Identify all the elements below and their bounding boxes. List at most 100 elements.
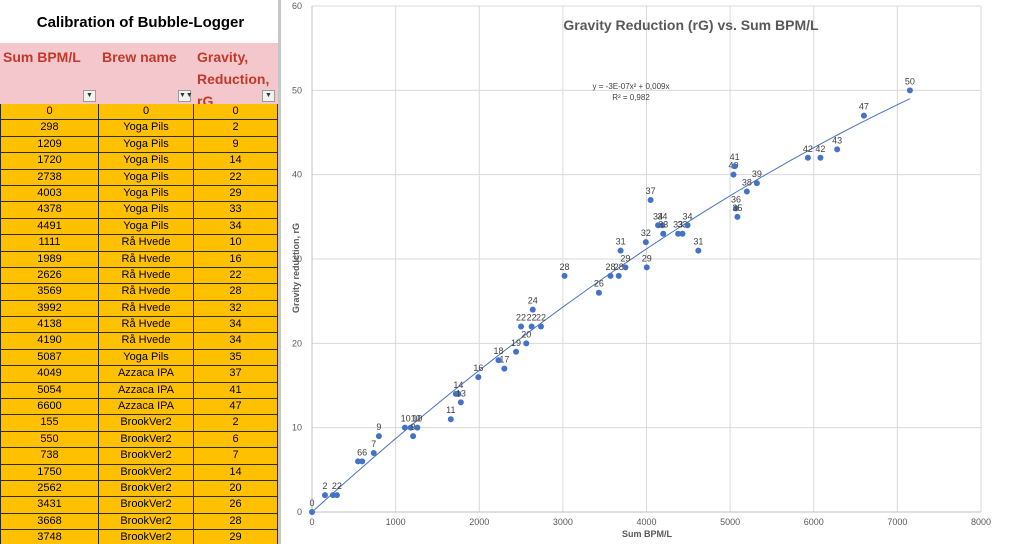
cell-brew-name[interactable]: 0 <box>99 104 194 121</box>
cell-sum-bpm[interactable]: 3668 <box>0 513 99 531</box>
cell-gravity-reduction[interactable]: 26 <box>194 497 278 514</box>
cell-gravity-reduction[interactable]: 22 <box>194 169 278 186</box>
data-point[interactable] <box>475 374 482 381</box>
data-point[interactable] <box>617 247 624 254</box>
data-point[interactable] <box>734 213 741 220</box>
data-point[interactable] <box>529 306 536 313</box>
cell-sum-bpm[interactable]: 155 <box>0 415 99 432</box>
data-point[interactable] <box>501 365 508 372</box>
data-point[interactable] <box>834 146 841 153</box>
cell-brew-name[interactable]: BrookVer2 <box>99 431 194 449</box>
cell-sum-bpm[interactable]: 0 <box>0 104 99 121</box>
cell-sum-bpm[interactable]: 2626 <box>0 267 99 285</box>
data-point[interactable] <box>731 163 738 170</box>
cell-brew-name[interactable]: Yoga Pils <box>99 185 194 203</box>
cell-sum-bpm[interactable]: 2738 <box>0 169 99 186</box>
cell-sum-bpm[interactable]: 6600 <box>0 399 99 416</box>
cell-brew-name[interactable]: Azzaca IPA <box>99 366 194 383</box>
data-point[interactable] <box>615 272 622 279</box>
cell-brew-name[interactable]: Yoga Pils <box>99 218 194 236</box>
cell-sum-bpm[interactable]: 1111 <box>0 235 99 252</box>
cell-brew-name[interactable]: Yoga Pils <box>99 136 194 154</box>
data-point[interactable] <box>523 340 530 347</box>
cell-gravity-reduction[interactable]: 7 <box>194 448 278 465</box>
data-point[interactable] <box>660 230 667 237</box>
cell-gravity-reduction[interactable]: 37 <box>194 366 278 383</box>
cell-gravity-reduction[interactable]: 0 <box>194 104 278 121</box>
data-point[interactable] <box>675 230 682 237</box>
data-point[interactable] <box>321 492 328 499</box>
cell-gravity-reduction[interactable]: 28 <box>194 284 278 301</box>
column-header-gravity-reduction[interactable]: Gravity, Reduction, rG ▼ <box>194 43 278 109</box>
cell-gravity-reduction[interactable]: 34 <box>194 218 278 236</box>
cell-gravity-reduction[interactable]: 29 <box>194 530 278 544</box>
cell-brew-name[interactable]: BrookVer2 <box>99 464 194 481</box>
cell-brew-name[interactable]: BrookVer2 <box>99 530 194 544</box>
data-point[interactable] <box>732 205 739 212</box>
filter-dropdown-icon[interactable]: ▼▼ <box>178 90 193 102</box>
data-point[interactable] <box>375 433 382 440</box>
data-point[interactable] <box>684 222 691 229</box>
data-point[interactable] <box>354 458 361 465</box>
data-point[interactable] <box>457 399 464 406</box>
cell-sum-bpm[interactable]: 3992 <box>0 300 99 318</box>
cell-gravity-reduction[interactable]: 28 <box>194 513 278 531</box>
cell-gravity-reduction[interactable]: 9 <box>194 136 278 154</box>
data-point[interactable] <box>655 222 662 229</box>
scatter-chart[interactable]: 0 1000 2000 3000 4000 5000 6000 7000 80000102030… <box>281 0 1024 544</box>
sheet-divider[interactable] <box>278 0 281 544</box>
cell-sum-bpm[interactable]: 1989 <box>0 251 99 268</box>
cell-brew-name[interactable]: Rå Hvede <box>99 284 194 301</box>
cell-brew-name[interactable]: Rå Hvede <box>99 251 194 268</box>
cell-sum-bpm[interactable]: 5087 <box>0 349 99 367</box>
cell-gravity-reduction[interactable]: 34 <box>194 333 278 350</box>
cell-brew-name[interactable]: BrookVer2 <box>99 513 194 531</box>
dropdown-arrow-icon[interactable]: ▼ <box>83 90 96 102</box>
cell-brew-name[interactable]: Yoga Pils <box>99 120 194 137</box>
data-point[interactable] <box>622 264 629 271</box>
data-point[interactable] <box>359 458 366 465</box>
cell-gravity-reduction[interactable]: 33 <box>194 202 278 219</box>
cell-gravity-reduction[interactable]: 41 <box>194 382 278 400</box>
data-point[interactable] <box>647 196 654 203</box>
data-point[interactable] <box>537 323 544 330</box>
cell-gravity-reduction[interactable]: 14 <box>194 153 278 170</box>
cell-brew-name[interactable]: Rå Hvede <box>99 317 194 334</box>
data-point[interactable] <box>528 323 535 330</box>
cell-brew-name[interactable]: Yoga Pils <box>99 349 194 367</box>
data-point[interactable] <box>370 449 377 456</box>
data-point[interactable] <box>518 323 525 330</box>
cell-brew-name[interactable]: Yoga Pils <box>99 169 194 186</box>
cell-gravity-reduction[interactable]: 14 <box>194 464 278 481</box>
data-point[interactable] <box>743 188 750 195</box>
data-point[interactable] <box>401 424 408 431</box>
data-point[interactable] <box>447 416 454 423</box>
data-point[interactable] <box>410 433 417 440</box>
data-point[interactable] <box>804 154 811 161</box>
cell-sum-bpm[interactable]: 1720 <box>0 153 99 170</box>
cell-sum-bpm[interactable]: 4378 <box>0 202 99 219</box>
cell-brew-name[interactable]: Azzaca IPA <box>99 399 194 416</box>
cell-brew-name[interactable]: BrookVer2 <box>99 415 194 432</box>
data-point[interactable] <box>642 239 649 246</box>
cell-gravity-reduction[interactable]: 34 <box>194 317 278 334</box>
data-point[interactable] <box>309 509 315 515</box>
cell-sum-bpm[interactable]: 1750 <box>0 464 99 481</box>
cell-sum-bpm[interactable]: 298 <box>0 120 99 137</box>
cell-gravity-reduction[interactable]: 47 <box>194 399 278 416</box>
cell-gravity-reduction[interactable]: 22 <box>194 267 278 285</box>
cell-brew-name[interactable]: BrookVer2 <box>99 497 194 514</box>
cell-gravity-reduction[interactable]: 6 <box>194 431 278 449</box>
cell-brew-name[interactable]: Yoga Pils <box>99 153 194 170</box>
cell-brew-name[interactable]: Yoga Pils <box>99 202 194 219</box>
cell-gravity-reduction[interactable]: 20 <box>194 480 278 498</box>
data-point[interactable] <box>659 222 666 229</box>
cell-brew-name[interactable]: Rå Hvede <box>99 235 194 252</box>
cell-sum-bpm[interactable]: 2562 <box>0 480 99 498</box>
cell-sum-bpm[interactable]: 4049 <box>0 366 99 383</box>
cell-gravity-reduction[interactable]: 10 <box>194 235 278 252</box>
cell-gravity-reduction[interactable]: 2 <box>194 415 278 432</box>
data-point[interactable] <box>414 424 421 431</box>
data-point[interactable] <box>753 180 760 187</box>
data-point[interactable] <box>513 348 520 355</box>
